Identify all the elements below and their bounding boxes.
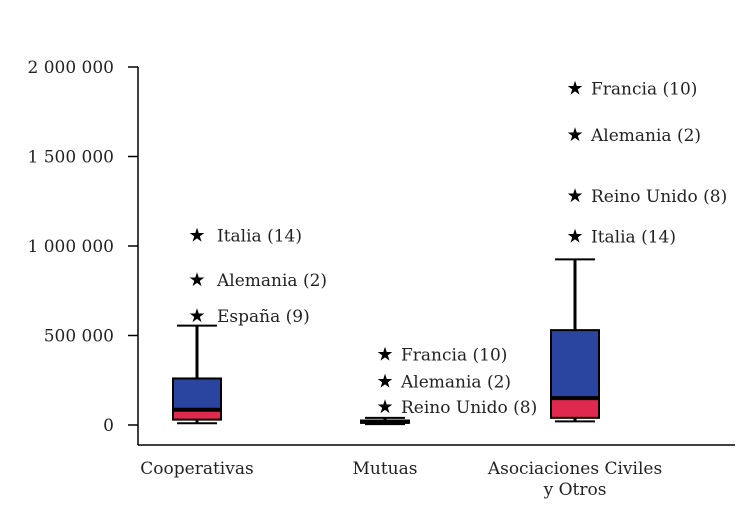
upper-box xyxy=(550,329,600,400)
y-tick-label: 500 000 xyxy=(44,327,114,347)
y-tick-label: 0 xyxy=(103,416,114,436)
outlier-star-icon: ★ xyxy=(376,370,393,392)
outlier-star-icon: ★ xyxy=(566,185,583,207)
x-category-label: Asociaciones Civiles xyxy=(487,459,662,479)
outlier-label: Reino Unido (8) xyxy=(591,187,727,207)
outlier-label: Italia (14) xyxy=(591,227,676,247)
outlier-star-icon: ★ xyxy=(566,225,583,247)
outlier-star-icon: ★ xyxy=(566,124,583,146)
y-tick-label: 2 000 000 xyxy=(27,58,114,78)
box-group: Mutuas ★ Francia (10) ★ Alemania (2) ★ Reino U… xyxy=(353,343,538,479)
box-group: Cooperativas ★ Italia (14) ★ Alemania (2) ★ Es… xyxy=(140,224,327,479)
upper-box xyxy=(172,377,222,411)
outlier-label: Reino Unido (8) xyxy=(401,398,537,418)
outlier-label: Francia (10) xyxy=(401,345,507,365)
outlier-star-icon: ★ xyxy=(566,78,583,100)
y-tick-label: 1 500 000 xyxy=(27,148,114,168)
outlier-label: Francia (10) xyxy=(591,80,697,100)
outlier-star-icon: ★ xyxy=(188,269,205,291)
outlier-star-icon: ★ xyxy=(376,396,393,418)
y-tick-label: 1 000 000 xyxy=(27,237,114,257)
outlier-label: Alemania (2) xyxy=(400,372,511,392)
outlier-label: Alemania (2) xyxy=(216,271,327,291)
outlier-label: Alemania (2) xyxy=(590,126,701,146)
outlier-star-icon: ★ xyxy=(188,224,205,246)
x-category-label: Mutuas xyxy=(353,459,418,479)
outlier-star-icon: ★ xyxy=(188,305,205,327)
x-category-label: y Otros xyxy=(543,480,607,500)
outlier-label: España (9) xyxy=(217,307,310,327)
outlier-star-icon: ★ xyxy=(376,343,393,365)
lower-box xyxy=(550,397,600,419)
outlier-label: Italia (14) xyxy=(217,226,302,246)
x-category-label: Cooperativas xyxy=(140,459,253,479)
